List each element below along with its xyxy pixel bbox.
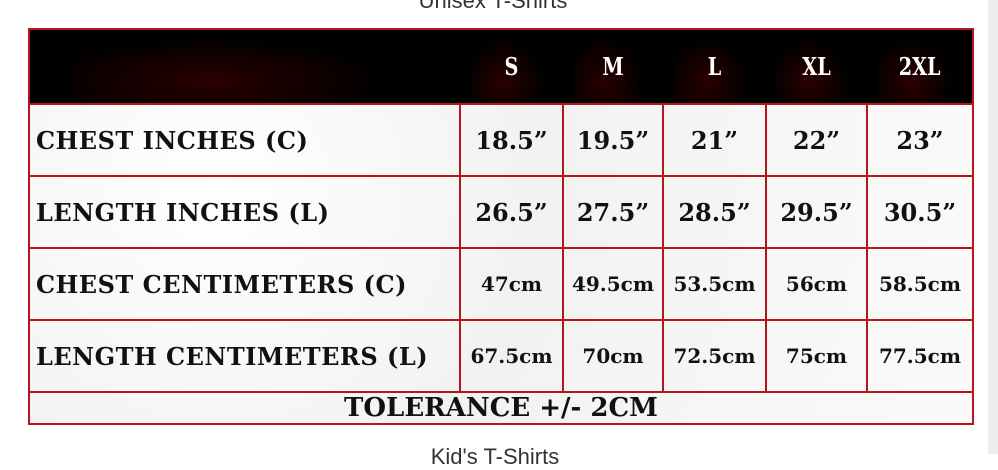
measurement-cell: 22” — [765, 103, 868, 177]
size-m: M — [573, 28, 653, 105]
measurement-cell: 75cm — [765, 319, 868, 393]
measurement-cell: 27.5” — [562, 175, 664, 249]
table-row: LENGTH CENTIMETERS (L) 67.5cm 70cm 72.5cm 75… — [28, 319, 974, 393]
measurement-cell: 18.5” — [459, 103, 564, 177]
table-row: CHEST INCHES (C) 18.5” 19.5” 21” 22” 23” — [28, 103, 974, 177]
measurement-cell: 56cm — [765, 247, 868, 321]
tolerance-note: TOLERANCE +/- 2CM — [28, 391, 974, 425]
row-label: CHEST INCHES (C) — [28, 103, 461, 177]
measurement-cell: 29.5” — [765, 175, 868, 249]
measurement-cell: 23” — [866, 103, 974, 177]
section-title-unisex: Unisex T-Shirts — [418, 0, 568, 13]
measurement-cell: 47cm — [459, 247, 564, 321]
table-row: LENGTH INCHES (L) 26.5” 27.5” 28.5” 29.5” 30.… — [28, 175, 974, 249]
measurement-cell: 49.5cm — [562, 247, 664, 321]
section-title-kids: Kid's T-Shirts — [430, 444, 560, 469]
measurement-cell: 21” — [662, 103, 767, 177]
measurement-cell: 70cm — [562, 319, 664, 393]
size-s: S — [470, 28, 553, 105]
measurement-cell: 28.5” — [662, 175, 767, 249]
table-row: CHEST CENTIMETERS (C) 47cm 49.5cm 53.5cm 56c… — [28, 247, 974, 321]
size-xl: XL — [776, 28, 857, 105]
measurement-cell: 67.5cm — [459, 319, 564, 393]
header-blank — [72, 28, 417, 105]
page-scrollbar[interactable] — [988, 0, 998, 454]
size-header-row: S M L XL 2XL — [29, 28, 973, 105]
measurement-cell: 72.5cm — [662, 319, 767, 393]
size-l: L — [673, 28, 756, 105]
measurement-cell: 19.5” — [562, 103, 664, 177]
row-label: CHEST CENTIMETERS (C) — [28, 247, 461, 321]
measurement-cell: 58.5cm — [866, 247, 974, 321]
measurement-cell: 53.5cm — [662, 247, 767, 321]
size-chart-table: S M L XL 2XL CHEST INCHES (C) 18.5” 19.5” 2… — [28, 28, 974, 425]
row-label: LENGTH CENTIMETERS (L) — [28, 319, 461, 393]
measurement-cell: 77.5cm — [866, 319, 974, 393]
measurement-cell: 30.5” — [866, 175, 974, 249]
measurement-cell: 26.5” — [459, 175, 564, 249]
row-label: LENGTH INCHES (L) — [28, 175, 461, 249]
size-2xl: 2XL — [877, 28, 963, 105]
